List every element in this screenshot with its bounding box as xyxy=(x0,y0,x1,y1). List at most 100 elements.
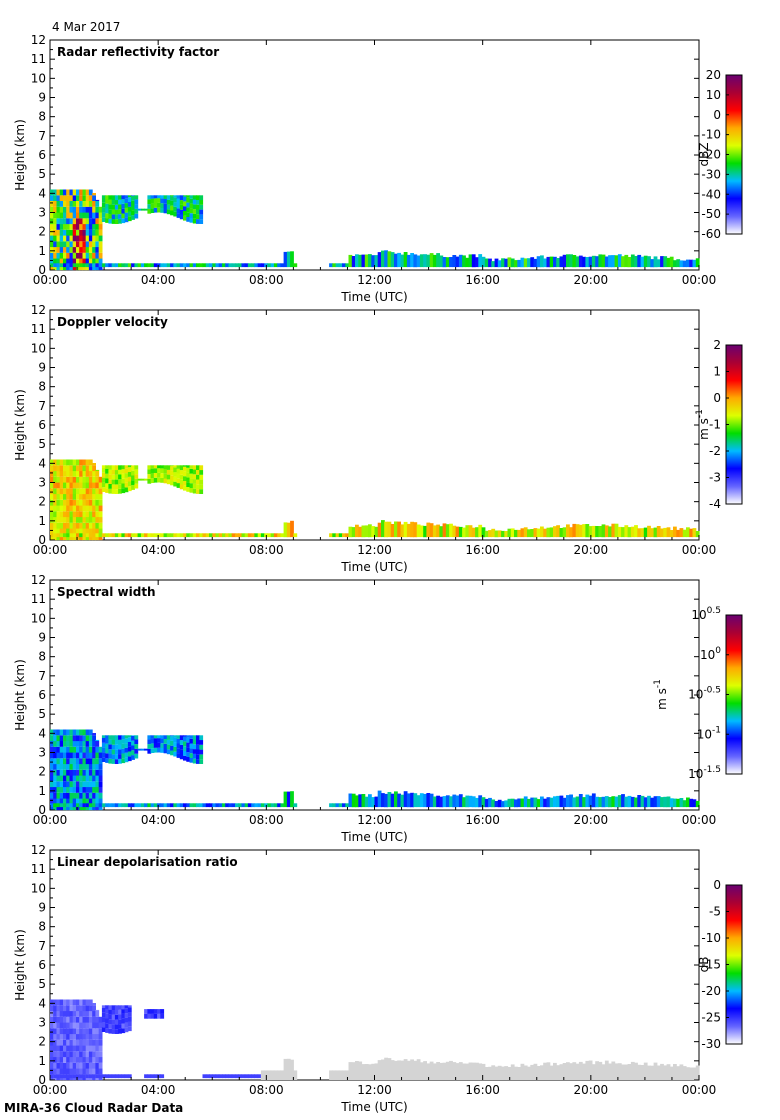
echo-cell xyxy=(127,751,132,757)
echo-cell xyxy=(66,804,70,811)
echo-cell xyxy=(53,1057,57,1063)
colorbar-label-superscript: -1 xyxy=(695,409,705,418)
echo-cell xyxy=(497,530,502,538)
echo-cell xyxy=(192,744,197,750)
echo-cell xyxy=(72,229,77,236)
echo-cell xyxy=(419,793,424,808)
echo-cell xyxy=(63,511,67,518)
echo-cell xyxy=(69,1039,74,1046)
x-tick-label: 12:00 xyxy=(357,273,392,287)
echo-cell xyxy=(76,752,80,759)
echo-cell xyxy=(523,258,528,268)
echo-cell xyxy=(163,478,168,484)
echo-cell xyxy=(163,199,168,204)
y-tick-label: 12 xyxy=(31,33,46,47)
echo-cell xyxy=(585,1060,590,1080)
echo-cell xyxy=(88,1057,93,1063)
echo-cell xyxy=(160,208,165,213)
echo-cell xyxy=(140,478,145,481)
echo-cell xyxy=(228,533,233,538)
echo-cell xyxy=(471,796,476,808)
echo-cell xyxy=(59,499,64,506)
echo-cell xyxy=(192,195,197,200)
echo-cell xyxy=(137,208,142,211)
echo-cell xyxy=(530,797,535,808)
echo-cell xyxy=(533,258,538,268)
echo-cell xyxy=(144,748,148,751)
echo-cell xyxy=(50,752,54,759)
echo-cell xyxy=(92,252,96,259)
echo-cell xyxy=(183,206,187,211)
echo-cell xyxy=(419,525,424,538)
plot-frame xyxy=(49,579,700,811)
echo-cell xyxy=(588,256,593,268)
echo-cell xyxy=(53,769,57,776)
colorbar-tick-base: 10 xyxy=(691,608,706,622)
echo-cell xyxy=(56,758,61,765)
echo-cell xyxy=(72,505,77,512)
echo-cell xyxy=(85,1045,90,1052)
echo-cell xyxy=(254,533,259,538)
echo-cell xyxy=(410,792,414,808)
echo-cell xyxy=(150,1013,155,1019)
echo-cell xyxy=(147,1013,152,1019)
y-tick-label: 2 xyxy=(38,765,46,779)
echo-cell xyxy=(101,482,106,488)
echo-cell xyxy=(488,258,492,268)
echo-cell xyxy=(79,764,83,770)
echo-cell xyxy=(66,229,70,236)
echo-cell xyxy=(192,739,197,745)
plot-frame xyxy=(49,39,700,271)
echo-cell xyxy=(50,247,54,253)
echo-cell xyxy=(59,533,64,538)
echo-cell xyxy=(199,759,204,764)
echo-cell xyxy=(72,511,77,518)
echo-cell xyxy=(85,1034,90,1040)
echo-cell xyxy=(660,528,664,538)
colorbar-tick-label: -10 xyxy=(701,931,721,945)
echo-cell xyxy=(63,792,67,799)
echo-cell xyxy=(114,1014,119,1020)
echo-cell xyxy=(50,528,54,535)
echo-cell xyxy=(215,1074,220,1079)
plot-frame xyxy=(49,309,700,541)
echo-cell xyxy=(478,524,483,538)
echo-cell xyxy=(277,263,281,268)
echo-cell xyxy=(371,797,376,808)
echo-cell xyxy=(458,1062,463,1080)
echo-cell xyxy=(196,469,200,475)
echo-cell xyxy=(137,533,142,538)
footer-label: MIRA-36 Cloud Radar Data xyxy=(4,1101,184,1115)
echo-cell xyxy=(69,517,74,523)
echo-cell xyxy=(85,735,90,742)
echo-cell xyxy=(462,255,466,268)
echo-cell xyxy=(53,729,57,736)
echo-cell xyxy=(50,741,54,747)
echo-cell xyxy=(56,499,61,506)
echo-cell xyxy=(95,1034,100,1040)
echo-cell xyxy=(76,534,80,541)
echo-cell xyxy=(85,264,90,271)
echo-cell xyxy=(92,1051,96,1058)
echo-cell xyxy=(63,1022,67,1029)
echo-cell xyxy=(676,259,681,268)
echo-cell xyxy=(63,201,67,207)
echo-cell xyxy=(59,803,64,808)
echo-cell xyxy=(140,208,145,211)
echo-cell xyxy=(88,1005,93,1012)
echo-cell xyxy=(114,803,119,808)
echo-cell xyxy=(53,212,57,219)
echo-cell xyxy=(121,739,126,744)
echo-cell xyxy=(533,797,538,808)
echo-cell xyxy=(79,999,83,1006)
echo-cell xyxy=(150,735,155,739)
echo-cell xyxy=(82,1034,87,1040)
echo-cell xyxy=(88,769,93,776)
echo-cell xyxy=(95,469,100,471)
y-tick-label: 4 xyxy=(38,996,46,1010)
echo-cell xyxy=(695,800,700,808)
echo-cell xyxy=(82,241,87,248)
y-tick-label: 11 xyxy=(31,322,46,336)
echo-cell xyxy=(56,775,61,782)
